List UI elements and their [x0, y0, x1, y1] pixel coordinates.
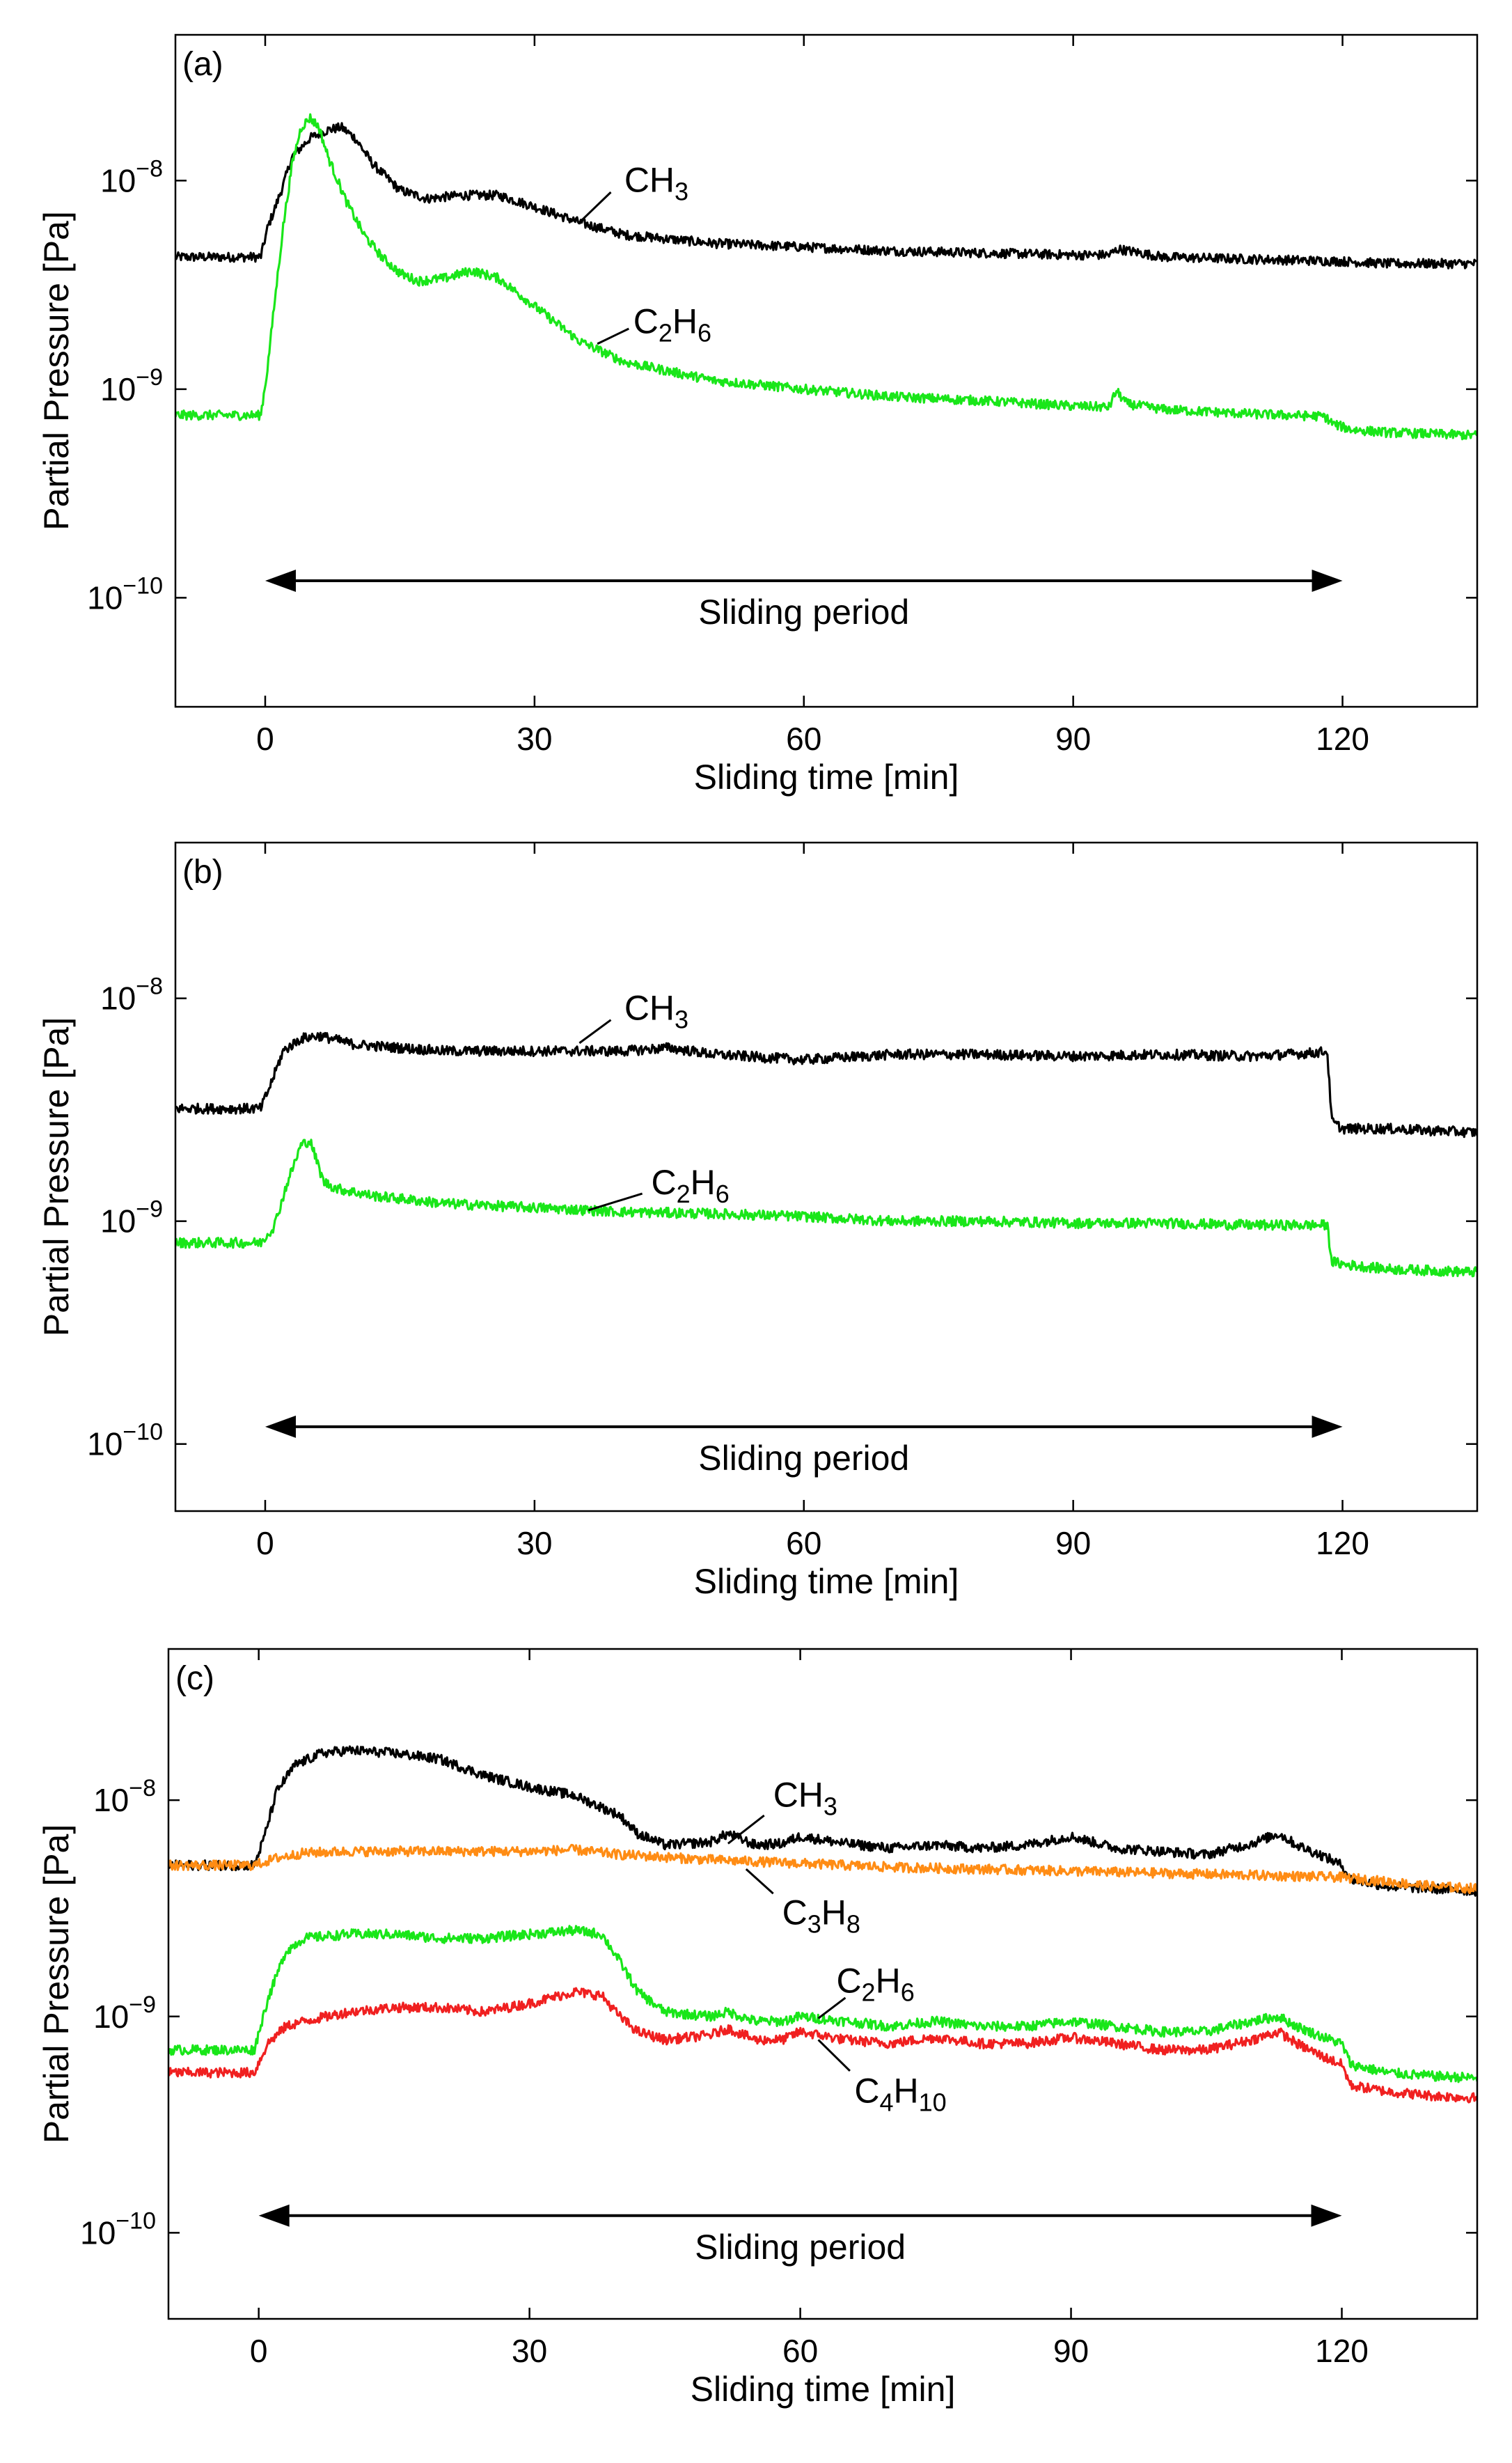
annotation-leader — [588, 1192, 643, 1212]
y-tick-label: 10−10 — [87, 572, 163, 616]
period-arrow-left-head — [265, 570, 296, 593]
annotation-leader — [578, 191, 612, 224]
period-label: Sliding period — [698, 593, 909, 632]
x-tick-label: 60 — [786, 1525, 821, 1561]
period-arrow-right-head — [1312, 570, 1343, 593]
panel-label: (a) — [182, 46, 223, 83]
x-tick-label: 90 — [1053, 2333, 1089, 2369]
series-label-ch3: CH3 — [773, 1776, 837, 1821]
x-tick-label: 0 — [250, 2333, 268, 2369]
y-tick-label: 10−9 — [100, 364, 163, 407]
series-group — [175, 113, 1477, 441]
annotation-leader — [578, 1019, 612, 1045]
plot-frame — [167, 1648, 1479, 2320]
series-label-c2h6: C2H6 — [836, 1962, 914, 2007]
annotation-leader — [745, 1868, 774, 1895]
series-label-ch3: CH3 — [624, 988, 688, 1033]
x-tick-label: 0 — [256, 721, 274, 757]
x-tick-label: 30 — [512, 2333, 547, 2369]
chart-panel-1: 0 30 60 90 120 10−10 10−9 10−8 Sliding time [min… — [37, 33, 1479, 797]
plot-frame — [174, 841, 1479, 1512]
x-tick-label: 60 — [786, 721, 821, 757]
series-line-c3h8 — [168, 1843, 1477, 1894]
series-line-ch3 — [175, 1031, 1477, 1139]
series-line-c2h6 — [168, 1925, 1477, 2083]
series-label-c3h8: C3H8 — [782, 1893, 860, 1939]
series-group — [175, 1031, 1477, 1278]
series-label-c2h6: C2H6 — [652, 1163, 730, 1208]
x-tick-label: 90 — [1055, 1525, 1091, 1561]
y-tick-label: 10−10 — [80, 2207, 156, 2251]
x-tick-label: 120 — [1316, 1525, 1369, 1561]
x-tick-label: 30 — [517, 1525, 552, 1561]
period-label: Sliding period — [698, 1439, 909, 1478]
period-label: Sliding period — [695, 2228, 906, 2267]
series-line-ch3 — [175, 122, 1477, 269]
series-label-ch3: CH3 — [624, 160, 688, 205]
y-axis-title: Partial Pressure [Pa] — [37, 1824, 76, 2144]
y-axis-title: Partial Pressure [Pa] — [37, 1017, 76, 1337]
period-arrow-left-head — [258, 2204, 290, 2227]
y-tick-label: 10−8 — [93, 1775, 156, 1818]
annotation-leader — [817, 2039, 851, 2072]
period-arrow-right-head — [1312, 1415, 1343, 1438]
plot-frame — [174, 33, 1479, 708]
series-label-c2h6: C2H6 — [633, 302, 711, 347]
y-tick-label: 10−9 — [93, 1992, 156, 2035]
series-line-c4h10 — [168, 1987, 1477, 2104]
series-line-c2h6 — [175, 113, 1477, 441]
chart-panel-2: 0 30 60 90 120 10−10 10−9 10−8 Sliding time [min… — [37, 841, 1479, 1601]
x-tick-label: 90 — [1055, 721, 1091, 757]
x-tick-label: 60 — [782, 2333, 818, 2369]
x-tick-label: 30 — [517, 721, 552, 757]
y-tick-label: 10−9 — [100, 1196, 163, 1240]
y-tick-label: 10−8 — [100, 974, 163, 1017]
period-arrow-right-head — [1311, 2204, 1342, 2227]
x-tick-label: 120 — [1315, 2333, 1369, 2369]
panel-label: (c) — [175, 1660, 214, 1697]
y-tick-label: 10−8 — [100, 155, 163, 198]
y-tick-label: 10−10 — [87, 1419, 163, 1462]
period-arrow-left-head — [265, 1415, 296, 1438]
x-axis-title: Sliding time [min] — [691, 2370, 956, 2409]
series-line-c2h6 — [175, 1139, 1477, 1278]
x-axis-title: Sliding time [min] — [694, 1562, 959, 1601]
series-line-ch3 — [168, 1745, 1477, 1897]
chart-panel-3: 0 30 60 90 120 10−10 10−9 10−8 Sliding time [min… — [37, 1648, 1479, 2409]
annotation-leader — [727, 1814, 765, 1845]
x-tick-label: 0 — [256, 1525, 274, 1561]
x-tick-label: 120 — [1316, 721, 1369, 757]
annotation-leader — [597, 327, 629, 345]
series-label-c4h10: C4H10 — [854, 2071, 946, 2116]
y-axis-title: Partial Pressure [Pa] — [37, 211, 76, 531]
x-axis-title: Sliding time [min] — [694, 758, 959, 797]
panel-label: (b) — [182, 854, 223, 891]
annotation-leader — [817, 1996, 846, 2019]
series-group — [168, 1745, 1477, 2104]
